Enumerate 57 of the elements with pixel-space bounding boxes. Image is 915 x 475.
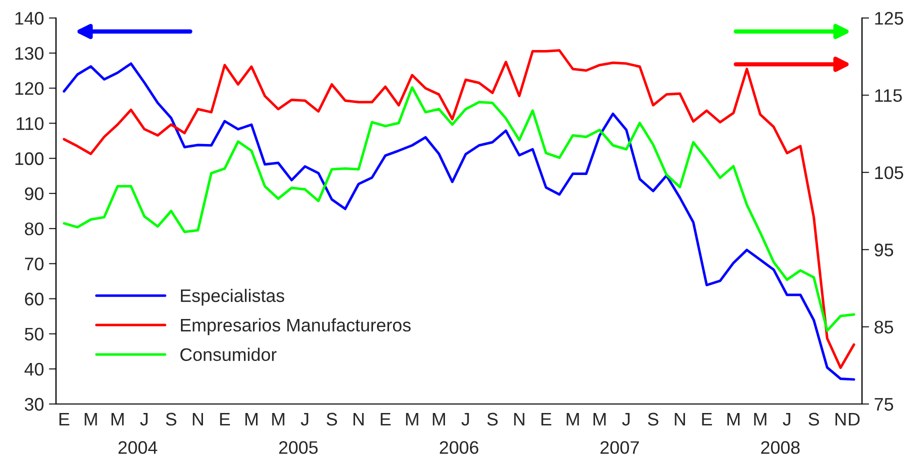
x-tick-label: J <box>140 412 148 426</box>
text: 2005 <box>279 441 318 454</box>
x-tick-label: M <box>406 412 418 426</box>
x-tick-label: S <box>808 412 819 426</box>
y2-tick-label: 75 <box>874 398 894 411</box>
y-tick-label: 100 <box>15 152 44 166</box>
x-tick-label: N <box>514 412 524 426</box>
x-tick-label: M <box>245 412 258 426</box>
x-tick-label: E <box>702 412 712 426</box>
y-tick-label: 140 <box>15 12 44 25</box>
y2-tick-label: 115 <box>875 89 902 102</box>
y-tick-label: 130 <box>15 47 44 60</box>
x-tick-label: S <box>648 412 658 426</box>
x-tick-label: E <box>220 412 230 426</box>
y-tick-label: 60 <box>25 292 44 306</box>
y-tick-label: 30 <box>24 398 44 411</box>
y2-tick-label: 85 <box>874 320 894 334</box>
x-tick-label: M <box>594 412 606 426</box>
y2-tick-label: 105 <box>875 166 904 180</box>
x-tick-label: M <box>754 412 766 426</box>
text: 2008 <box>761 441 800 454</box>
x-tick-label: S <box>166 412 176 426</box>
x-tick-label: N <box>192 412 203 426</box>
x-tick-label: J <box>622 412 630 426</box>
x-tick-label: S <box>326 412 337 426</box>
y-tick-label: 110 <box>16 117 44 130</box>
x-tick-label: M <box>272 412 284 426</box>
y-tick-label: 70 <box>25 258 44 270</box>
x-tick-label: M <box>727 412 740 426</box>
x-tick-label: J <box>782 412 790 426</box>
x-tick-label: J <box>461 412 469 426</box>
x-tick-label: N <box>836 412 846 426</box>
x-tick-label: M <box>432 412 445 426</box>
x-tick-label: J <box>300 412 308 426</box>
x-tick-label: D <box>848 412 860 426</box>
legend-label: Especialistas <box>180 288 284 306</box>
x-tick-label: N <box>354 412 364 426</box>
x-tick-label: M <box>84 412 97 426</box>
x-tick-label: S <box>487 412 498 426</box>
x-tick-label: E <box>59 412 70 426</box>
text: 2007 <box>600 441 639 454</box>
y-tick-label: 120 <box>15 82 44 95</box>
y-tick-label: 90 <box>24 187 44 200</box>
x-tick-label: M <box>112 412 124 426</box>
x-tick-label: M <box>566 412 579 426</box>
x-tick-label: E <box>380 412 391 426</box>
legend-label: Consumidor <box>180 348 277 362</box>
x-tick-label: N <box>674 412 685 426</box>
text: 2004 <box>118 441 158 454</box>
y2-tick-label: 125 <box>875 12 904 25</box>
x-tick-label: E <box>541 412 552 426</box>
y2-tick-label: 95 <box>874 244 894 256</box>
y-tick-label: 80 <box>24 222 44 236</box>
legend-label: Empresarios Manufactureros <box>180 318 411 336</box>
y-tick-label: 50 <box>24 328 44 341</box>
text: 2006 <box>440 441 478 454</box>
y-tick-label: 40 <box>24 362 44 376</box>
